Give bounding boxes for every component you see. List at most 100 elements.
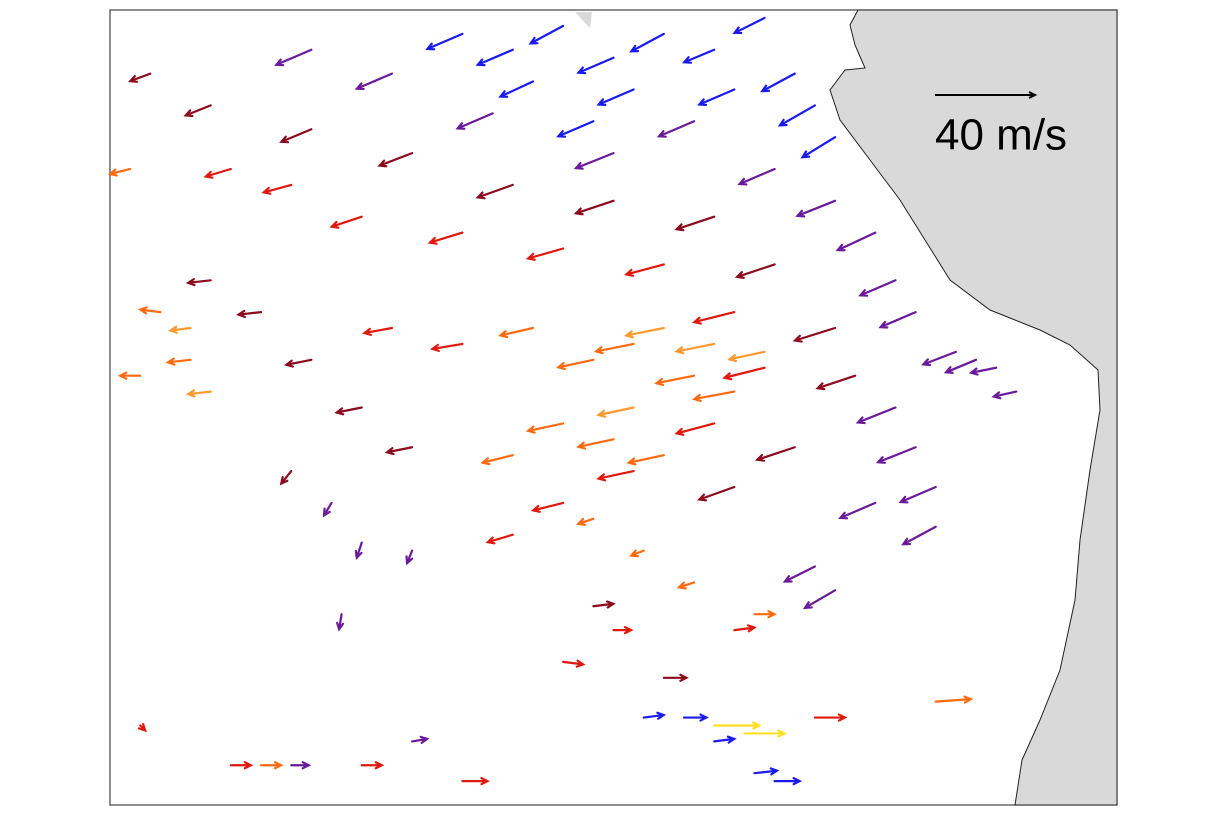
wind-vector bbox=[480, 454, 514, 466]
wind-vector bbox=[498, 326, 535, 339]
wind-vector bbox=[137, 306, 162, 315]
wind-vector bbox=[662, 673, 689, 682]
wind-vector bbox=[593, 342, 635, 355]
wind-vector bbox=[753, 610, 777, 619]
wind-vector bbox=[322, 501, 333, 518]
wind-vector bbox=[681, 48, 716, 64]
wind-vector bbox=[676, 581, 696, 590]
land bbox=[829, 9, 1118, 806]
wind-vector bbox=[674, 422, 716, 436]
wind-vector bbox=[362, 326, 394, 336]
wind-vector bbox=[898, 485, 937, 504]
wind-vector bbox=[461, 777, 490, 786]
wind-vector bbox=[377, 152, 414, 168]
wind-vector bbox=[573, 199, 615, 216]
wind-vector bbox=[855, 406, 897, 425]
wind-vector bbox=[290, 761, 312, 770]
wind-vector bbox=[475, 183, 514, 200]
wind-vector bbox=[691, 390, 736, 403]
wind-vector bbox=[656, 120, 696, 138]
wind-vector bbox=[425, 32, 464, 51]
wind-vector bbox=[279, 128, 313, 144]
wind-vector bbox=[753, 767, 780, 776]
wind-vector bbox=[107, 167, 132, 177]
wind-vector bbox=[576, 517, 595, 526]
wind-vector bbox=[185, 389, 212, 398]
vector-field bbox=[107, 16, 1018, 786]
wind-vector bbox=[782, 565, 816, 583]
wind-vector bbox=[259, 761, 284, 770]
wind-vector bbox=[760, 72, 796, 93]
wind-vector bbox=[777, 104, 816, 127]
wind-vector bbox=[475, 48, 514, 67]
wind-vector bbox=[628, 549, 645, 558]
wind-vector bbox=[127, 72, 152, 83]
wind-vector bbox=[878, 311, 917, 329]
wind-vector bbox=[968, 366, 998, 376]
wind-vector bbox=[525, 422, 565, 434]
wind-vector bbox=[674, 215, 716, 232]
wind-vector bbox=[411, 735, 430, 744]
wind-vector bbox=[943, 358, 978, 374]
wind-vector bbox=[691, 311, 736, 325]
wind-vector bbox=[168, 325, 192, 334]
wind-vector bbox=[354, 541, 363, 560]
wind-vector bbox=[329, 215, 363, 229]
wind-vector bbox=[596, 470, 635, 482]
wind-vector bbox=[430, 342, 464, 352]
wind-vector bbox=[236, 309, 263, 319]
wind-vector bbox=[713, 721, 762, 730]
wind-vector bbox=[642, 711, 667, 720]
wind-vector bbox=[626, 454, 665, 466]
wind-vector bbox=[530, 501, 565, 513]
wind-vector bbox=[792, 326, 837, 343]
wind-vector bbox=[991, 390, 1018, 400]
wind-vector bbox=[354, 72, 394, 91]
wind-vector bbox=[485, 533, 514, 545]
wind-vector bbox=[229, 761, 254, 770]
key-arrow bbox=[935, 91, 1038, 99]
wind-vector bbox=[743, 729, 787, 738]
wind-vector bbox=[279, 470, 293, 486]
wind-vector bbox=[737, 167, 776, 186]
wind-vector bbox=[838, 501, 877, 520]
wind-vector bbox=[754, 446, 796, 462]
wind-vector bbox=[562, 659, 586, 668]
wind-vector bbox=[137, 723, 147, 733]
wind-vector bbox=[682, 713, 709, 722]
wind-vector bbox=[875, 446, 917, 464]
wind-vector bbox=[596, 406, 635, 418]
wind-vector bbox=[117, 371, 142, 380]
wind-vector bbox=[384, 446, 414, 456]
wind-vector bbox=[183, 104, 212, 118]
wind-vector bbox=[336, 613, 345, 632]
wind-vector bbox=[934, 695, 974, 704]
wind-vector bbox=[576, 438, 615, 450]
wind-vector bbox=[813, 713, 848, 722]
wind-vector bbox=[455, 112, 494, 130]
wind-vector bbox=[623, 263, 665, 277]
wind-vector bbox=[360, 761, 385, 770]
wind-vector bbox=[573, 152, 615, 170]
wind-vector bbox=[722, 366, 766, 381]
wind-vector bbox=[697, 485, 736, 502]
wind-vector bbox=[802, 589, 837, 610]
wind-vector bbox=[283, 358, 313, 368]
land-islet bbox=[575, 12, 592, 28]
wind-vector bbox=[555, 358, 595, 371]
wind-vector bbox=[697, 88, 736, 106]
wind-vector bbox=[165, 357, 192, 366]
wind-vector bbox=[815, 374, 857, 391]
wind-vector bbox=[623, 326, 665, 339]
wind-vector bbox=[596, 88, 635, 106]
wind-vector bbox=[498, 80, 535, 98]
wind-vector bbox=[528, 24, 565, 45]
wind-vector bbox=[713, 735, 737, 744]
wind-vector bbox=[334, 406, 363, 416]
scale-key: 40 m/s bbox=[935, 91, 1067, 160]
wind-vector bbox=[592, 600, 616, 609]
wind-vector bbox=[629, 32, 665, 53]
wind-vector bbox=[427, 231, 464, 245]
wind-vector bbox=[727, 350, 766, 363]
